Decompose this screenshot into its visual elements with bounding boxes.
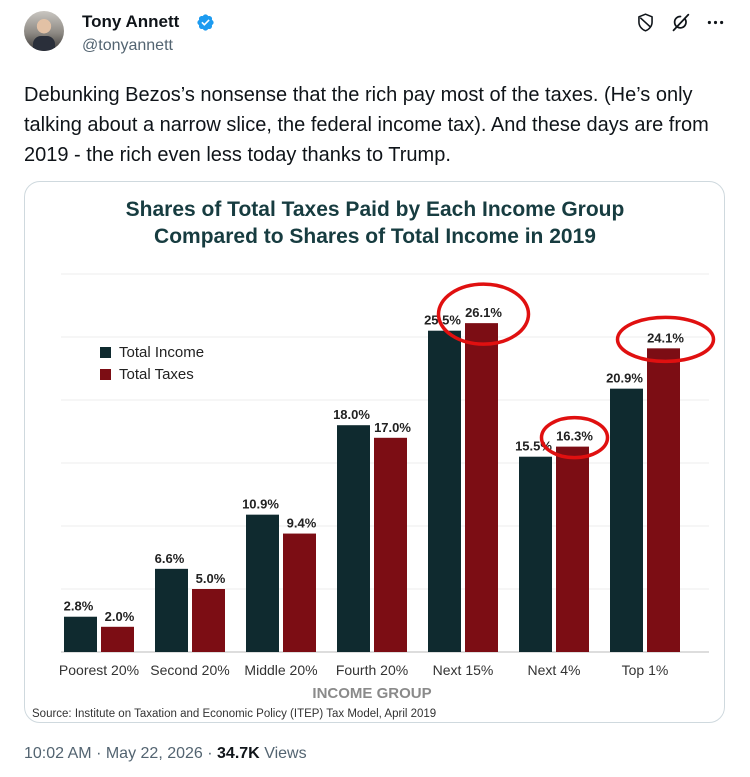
chart-legend: Total Income Total Taxes: [100, 344, 204, 383]
bar-total-taxes: [101, 626, 134, 652]
highlight-circle: [615, 315, 716, 364]
legend-swatch-income: [100, 347, 111, 358]
data-label: 18.0%: [333, 407, 370, 422]
bar-total-taxes: [374, 437, 407, 652]
top-actions: [635, 12, 726, 33]
chart-x-axis-label: INCOME GROUP: [312, 685, 431, 702]
chart-annotations: [436, 282, 716, 460]
bar-total-taxes: [647, 348, 680, 652]
bar-total-taxes: [283, 533, 316, 652]
author-name[interactable]: Tony Annett: [82, 12, 180, 31]
legend-label-taxes: Total Taxes: [119, 366, 194, 383]
bar-total-income: [337, 425, 370, 652]
bar-chart: Shares of Total Taxes Paid by Each Incom…: [32, 198, 716, 720]
shield-icon[interactable]: [635, 12, 656, 33]
bar-total-income: [64, 616, 97, 652]
author-handle[interactable]: @tonyannett: [82, 37, 173, 54]
bar-total-taxes: [465, 323, 498, 652]
data-label: 2.8%: [64, 599, 94, 614]
x-tick-label: Poorest 20%: [59, 662, 139, 678]
bar-total-income: [246, 514, 279, 652]
data-label: 9.4%: [287, 516, 317, 531]
data-label: 26.1%: [465, 305, 502, 320]
x-tick-label: Top 1%: [622, 662, 669, 678]
avatar[interactable]: [24, 11, 64, 51]
data-label: 20.9%: [606, 371, 643, 386]
chart-title-line-2: Compared to Shares of Total Income in 20…: [154, 225, 596, 248]
legend-swatch-taxes: [100, 369, 111, 380]
x-tick-label: Second 20%: [150, 662, 229, 678]
bar-total-income: [428, 330, 461, 652]
data-label: 16.3%: [556, 429, 593, 444]
meta-separator: ·: [207, 745, 213, 762]
x-tick-label: Fourth 20%: [336, 662, 408, 678]
x-tick-label: Next 15%: [433, 662, 494, 678]
verified-badge-icon: [197, 14, 214, 31]
chart-title-line-1: Shares of Total Taxes Paid by Each Incom…: [126, 198, 625, 221]
tweet-text: Debunking Bezos’s nonsense that the rich…: [24, 84, 709, 166]
data-label: 25.5%: [424, 313, 461, 328]
chart-bars: [64, 323, 680, 652]
tweet-meta: 10:02 AM · May 22, 2026 · 34.7K Views: [24, 745, 307, 763]
more-options-icon[interactable]: [705, 12, 726, 33]
bar-total-income: [519, 456, 552, 652]
tweet-time[interactable]: 10:02 AM: [24, 745, 92, 762]
views-label: Views: [264, 745, 307, 762]
data-label: 5.0%: [196, 571, 226, 586]
highlight-circle: [436, 282, 531, 346]
views-count: 34.7K: [217, 745, 260, 762]
data-label: 24.1%: [647, 330, 684, 345]
x-tick-label: Next 4%: [528, 662, 581, 678]
data-label: 2.0%: [105, 609, 135, 624]
bar-total-income: [155, 568, 188, 652]
meta-separator: ·: [96, 745, 102, 762]
highlight-circle: [539, 415, 610, 460]
data-label: 17.0%: [374, 420, 411, 435]
x-tick-label: Middle 20%: [244, 662, 317, 678]
bar-total-taxes: [192, 589, 225, 652]
tweet-media-image[interactable]: Shares of Total Taxes Paid by Each Incom…: [24, 181, 725, 723]
tweet-date[interactable]: May 22, 2026: [105, 745, 203, 762]
chart-data-labels: 2.8% 2.0% 6.6% 5.0% 10.9% 9.4% 18.0% 17.0% 25.5%…: [64, 305, 685, 624]
data-label: 10.9%: [242, 497, 279, 512]
chart-source-note: Source: Institute on Taxation and Econom…: [32, 708, 436, 720]
grok-icon[interactable]: [670, 12, 691, 33]
data-label: 6.6%: [155, 551, 185, 566]
bar-total-taxes: [556, 446, 589, 652]
bar-total-income: [610, 388, 643, 652]
chart-x-ticks: Poorest 20% Second 20% Middle 20% Fourth 20…: [59, 662, 668, 678]
legend-label-income: Total Income: [119, 344, 204, 361]
